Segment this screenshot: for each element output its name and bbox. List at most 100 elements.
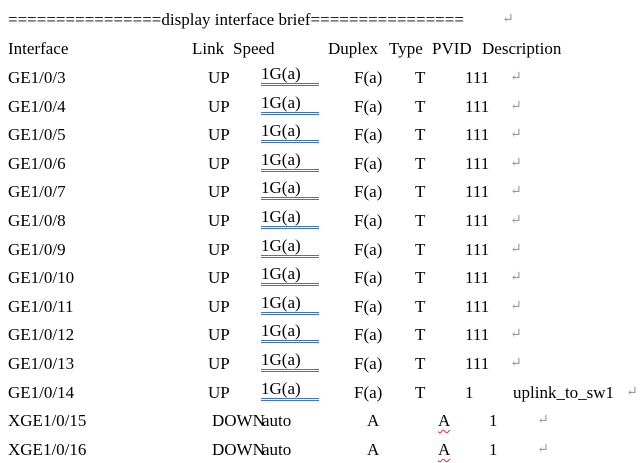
header-duplex: Duplex [328,39,379,58]
speed-value: 1G(a) [261,236,319,258]
type-value: T [415,96,426,116]
pvid-value: 111 [465,239,490,259]
duplex-value: F(a) [354,354,383,373]
paragraph-mark-icon: ↵ [510,298,522,314]
duplex-value: F(a) [354,268,383,288]
table-row: GE1/0/6 UP 1G(a) F(a) T 111 ↵ [0,150,640,177]
interface-name: GE1/0/9 [8,239,66,259]
table-row: GE1/0/9 UP 1G(a) F(a) T 111 ↵ [0,236,640,263]
type-value: T [415,239,426,259]
pvid-value: 111 [465,354,490,373]
duplex-value: A [367,411,380,431]
type-value: T [415,325,426,345]
interface-name: GE1/0/10 [8,268,75,288]
interface-name: GE1/0/13 [8,354,75,373]
paragraph-mark-icon: ↵ [510,98,522,114]
link-status: DOWN [212,411,265,431]
type-value: T [415,125,426,145]
pvid-value: 1 [489,439,498,459]
link-status: UP [208,239,230,259]
duplex-value: F(a) [354,239,383,259]
link-status: UP [208,125,230,145]
interface-name: GE1/0/8 [8,211,66,230]
interface-name: GE1/0/3 [8,68,66,87]
type-value: T [415,382,426,402]
speed-value: 1G(a) [261,179,319,201]
link-status: UP [208,382,230,402]
header-link: Link [192,39,225,58]
pvid-value: 111 [465,96,490,116]
type-value: A [438,439,451,459]
table-row: GE1/0/7 UP 1G(a) F(a) T 111 ↵ [0,179,640,205]
link-status: DOWN [212,439,265,459]
duplex-value: F(a) [354,125,383,145]
pvid-value: 111 [465,68,490,87]
paragraph-mark-icon: ↵ [510,155,522,171]
interface-name: GE1/0/6 [8,153,66,173]
type-value: T [415,182,426,202]
paragraph-mark-icon: ↵ [502,12,514,27]
speed-value: 1G(a) [261,265,319,287]
paragraph-mark-icon: ↵ [537,441,549,457]
description-value: uplink_to_sw1 [513,382,615,402]
speed-value: 1G(a) [261,65,319,86]
pvid-value: 111 [465,125,490,145]
table-row: GE1/0/13 UP 1G(a) F(a) T 111 ↵ [0,351,640,377]
paragraph-mark-icon: ↵ [510,327,522,343]
interface-name: XGE1/0/16 [8,439,87,459]
speed-value: auto [262,439,292,459]
header-interface: Interface [8,39,69,58]
paragraph-mark-icon: ↵ [537,413,549,429]
duplex-value: F(a) [354,153,383,173]
paragraph-mark-icon: ↵ [626,384,638,400]
pvid-value: 111 [465,211,490,230]
duplex-value: F(a) [354,182,383,202]
interface-name: GE1/0/5 [8,125,66,145]
link-status: UP [208,325,230,345]
type-value: A [438,411,451,431]
type-value: T [415,268,426,288]
interface-name: XGE1/0/15 [8,411,87,431]
type-value: T [415,211,426,230]
pvid-value: 111 [465,268,490,288]
interface-name: GE1/0/12 [8,325,75,345]
header-type: Type [389,39,423,58]
speed-value: 1G(a) [261,150,319,172]
link-status: UP [208,211,230,230]
link-status: UP [208,296,230,316]
paragraph-mark-icon: ↵ [510,356,522,371]
link-status: UP [208,68,230,87]
speed-value: 1G(a) [261,122,319,144]
pvid-value: 111 [465,296,490,316]
duplex-value: F(a) [354,211,383,230]
duplex-value: F(a) [354,68,383,87]
title-text: ================display interface brief=… [8,10,464,29]
interface-name: GE1/0/4 [8,96,66,116]
interface-name: GE1/0/7 [8,182,66,202]
table-row: GE1/0/10 UP 1G(a) F(a) T 111 ↵ [0,265,640,291]
duplex-value: F(a) [354,382,383,402]
pvid-value: 1 [465,382,474,402]
title-line: ================display interface brief=… [0,7,640,33]
interface-name: GE1/0/11 [8,296,74,316]
link-status: UP [208,182,230,202]
speed-value: auto [262,411,292,431]
table-row: GE1/0/8 UP 1G(a) F(a) T 111 ↵ [0,208,640,234]
link-status: UP [208,153,230,173]
link-status: UP [208,268,230,288]
table-row: GE1/0/3 UP 1G(a) F(a) T 111 ↵ [0,65,640,91]
speed-value: 1G(a) [261,379,319,401]
pvid-value: 1 [489,411,498,431]
type-value: T [415,354,426,373]
pvid-value: 111 [465,182,490,202]
speed-value: 1G(a) [261,208,319,229]
paragraph-mark-icon: ↵ [510,213,522,228]
duplex-value: F(a) [354,296,383,316]
table-row: XGE1/0/16 DOWN auto A A 1 ↵ [0,437,640,463]
type-value: T [415,68,426,87]
speed-value: 1G(a) [261,93,319,115]
type-value: T [415,153,426,173]
pvid-value: 111 [465,153,490,173]
table-row: GE1/0/4 UP 1G(a) F(a) T 111 ↵ [0,93,640,120]
